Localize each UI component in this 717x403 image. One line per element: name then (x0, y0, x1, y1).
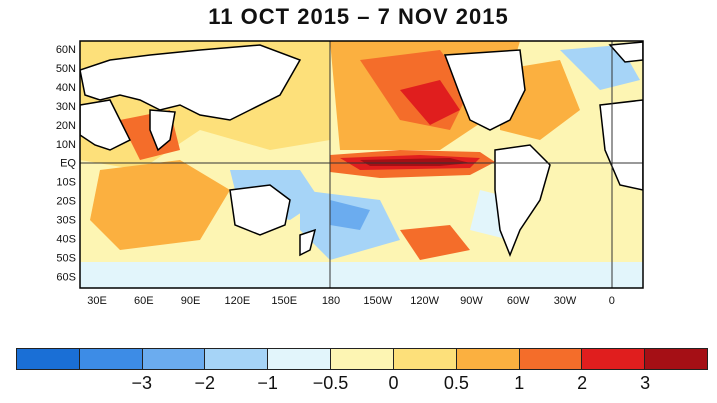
colorbar-swatch (267, 348, 331, 370)
lat-label: 50S (56, 252, 76, 264)
lat-label: 20N (56, 120, 76, 132)
latitude-labels: 60N 50N 40N 30N 20N 10N EQ 10S 20S 30S 40S 50S 60S (56, 44, 77, 283)
map-frame (79, 40, 644, 289)
lat-label: EQ (60, 158, 76, 170)
lat-label: 10S (56, 177, 76, 189)
lon-label: 90W (460, 295, 483, 307)
colorbar-label: −3 (131, 373, 153, 393)
africa-east-landmass (80, 99, 132, 151)
lat-label: 40N (56, 82, 76, 94)
cooler-region-south-pacific (330, 200, 370, 230)
colorbar-label: 3 (640, 373, 651, 393)
anomaly-field (80, 41, 643, 288)
colorbar-swatch (16, 348, 79, 370)
colorbar-swatch (518, 348, 582, 370)
colorbar-label: 1 (514, 373, 525, 393)
lat-label: 20S (56, 196, 76, 208)
warm-blob-southeast-pacific (400, 225, 470, 260)
colorbar-swatch (330, 348, 393, 370)
colorbar-label: −1 (257, 373, 278, 393)
lon-label: 150W (363, 295, 392, 307)
map-area: 60N 50N 40N 30N 20N 10N EQ 10S 20S 30S 40S 50S 60S 3… (56, 40, 644, 307)
anomaly-map: 60N 50N 40N 30N 20N 10N EQ 10S 20S 30S 40S 50S 60S 3… (56, 40, 644, 307)
lon-label: 120E (225, 295, 251, 307)
lon-label: 120W (410, 295, 439, 307)
lon-label: 90E (181, 295, 201, 307)
cool-band-southern-ocean (80, 262, 643, 288)
lat-label: 30N (56, 101, 76, 113)
lat-label: 30S (56, 215, 76, 227)
colorbar-label: −2 (194, 373, 215, 393)
lat-label: 60N (56, 44, 76, 56)
warm-region-indian-south (90, 160, 230, 250)
colorbar-swatch (455, 348, 519, 370)
very-hot-northeast-pacific (400, 80, 460, 125)
europe-west-landmass (608, 41, 643, 63)
longitude-labels: 30E 60E 90E 120E 150E 180 150W 120W 90W 60W 30W 0 (87, 295, 615, 307)
colorbar-label: 0.5 (443, 373, 469, 393)
colorbar-swatch (392, 348, 456, 370)
new-zealand-landmass (299, 228, 317, 257)
lon-label: 30E (87, 295, 107, 307)
colorbar-swatch (204, 348, 268, 370)
africa-west-landmass (599, 99, 643, 191)
lat-label: 60S (56, 271, 76, 283)
colorbar-swatch (581, 348, 645, 370)
india-landmass (149, 109, 176, 152)
lat-label: 10N (56, 139, 76, 151)
lon-label: 60W (507, 295, 530, 307)
lon-label: 30W (554, 295, 577, 307)
colorbar-swatch (644, 348, 708, 370)
eurasia-landmass (80, 44, 302, 121)
map-title: 11 OCT 2015 – 7 NOV 2015 (208, 4, 509, 29)
colorbar-label: 0 (388, 373, 399, 393)
north-america-landmass (443, 49, 526, 131)
lon-label: 180 (322, 295, 340, 307)
lon-label: 60E (134, 295, 154, 307)
colorbar (16, 348, 708, 370)
colorbar-label: 2 (577, 373, 588, 393)
colorbar-swatch (78, 348, 142, 370)
lat-label: 50N (56, 63, 76, 75)
colorbar-swatch (141, 348, 205, 370)
colorbar-label: −0.5 (312, 373, 349, 393)
lon-label: 0 (609, 295, 615, 307)
south-america-landmass (494, 144, 551, 258)
australia-landmass (229, 184, 291, 236)
enso-peak (360, 158, 470, 166)
lon-label: 150E (271, 295, 297, 307)
lat-label: 40S (56, 234, 76, 246)
colorbar-labels: −3 −2 −1 −0.5 0 0.5 1 2 3 (16, 372, 708, 396)
